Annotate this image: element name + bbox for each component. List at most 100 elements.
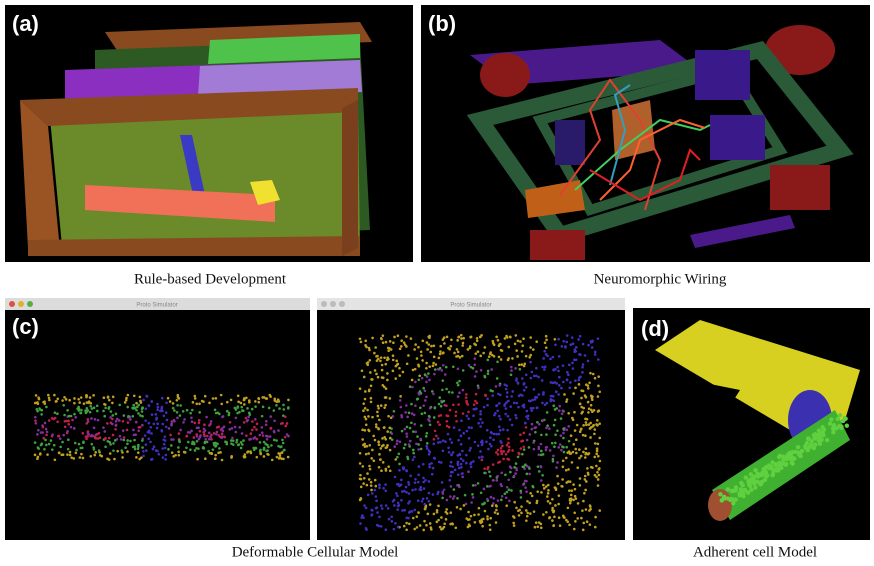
cell <box>473 363 476 366</box>
cell <box>488 355 491 358</box>
cell <box>457 439 460 442</box>
cell <box>453 426 456 429</box>
cell <box>430 345 433 348</box>
cell <box>402 468 405 471</box>
cell <box>408 523 411 526</box>
cell <box>160 408 163 411</box>
cell <box>471 493 474 496</box>
cell <box>91 435 94 438</box>
cell <box>189 431 192 434</box>
cell <box>172 402 175 405</box>
cell <box>420 486 423 489</box>
cell <box>204 429 207 432</box>
cell <box>251 429 254 432</box>
cell <box>165 454 168 457</box>
cell <box>552 454 555 457</box>
cell <box>439 414 442 417</box>
cell <box>366 363 369 366</box>
cell <box>549 358 552 361</box>
cell <box>378 419 381 422</box>
cell <box>446 336 449 339</box>
cell <box>439 526 442 529</box>
cell <box>511 390 514 393</box>
cell <box>554 504 557 507</box>
cell <box>148 404 151 407</box>
cell <box>170 438 173 441</box>
cell <box>421 340 424 343</box>
cell <box>460 419 463 422</box>
cell <box>566 371 569 374</box>
cell <box>85 412 88 415</box>
cell <box>378 483 381 486</box>
cell <box>580 428 583 431</box>
cell <box>54 411 57 414</box>
cell <box>198 403 201 406</box>
cell <box>469 447 472 450</box>
cell <box>582 363 585 366</box>
cell <box>182 421 185 424</box>
cell <box>392 359 395 362</box>
cell <box>68 399 71 402</box>
cell <box>378 516 381 519</box>
cell <box>562 428 565 431</box>
figure: (a) Rule-based Development (b) Neuromorp… <box>0 0 874 566</box>
cell <box>520 505 523 508</box>
cell <box>495 385 498 388</box>
cell <box>457 384 460 387</box>
cell <box>511 357 514 360</box>
cell <box>34 416 37 419</box>
cell <box>504 473 507 476</box>
cell <box>276 456 279 459</box>
figure-canvas: (a) Rule-based Development (b) Neuromorp… <box>0 0 874 566</box>
cell <box>404 443 407 446</box>
cell <box>409 440 412 443</box>
cell <box>406 362 409 365</box>
cell <box>533 448 536 451</box>
cell <box>441 491 444 494</box>
cell <box>280 422 283 425</box>
cell <box>194 397 197 400</box>
cell <box>442 450 445 453</box>
cell <box>171 420 174 423</box>
cell <box>408 492 411 495</box>
cell <box>224 440 227 443</box>
cell <box>65 398 68 401</box>
cell <box>429 407 432 410</box>
cell <box>141 407 144 410</box>
cell <box>749 488 753 492</box>
cell <box>414 381 417 384</box>
caption: Neuromorphic Wiring <box>594 271 727 287</box>
cell <box>472 496 475 499</box>
cell <box>592 373 595 376</box>
cell <box>160 429 163 432</box>
cell <box>178 454 181 457</box>
cell <box>112 449 115 452</box>
cell <box>462 337 465 340</box>
cell <box>593 456 596 459</box>
cell <box>507 415 510 418</box>
cell <box>399 440 402 443</box>
cell <box>203 433 206 436</box>
cell <box>273 419 276 422</box>
cell <box>514 414 517 417</box>
cell <box>386 444 389 447</box>
cell <box>429 503 432 506</box>
cell <box>490 496 493 499</box>
cell <box>495 479 498 482</box>
cell <box>582 529 585 532</box>
cell <box>461 450 464 453</box>
cell <box>486 518 489 521</box>
cell <box>500 358 503 361</box>
cell <box>457 461 460 464</box>
cell <box>584 456 587 459</box>
cell <box>45 406 48 409</box>
cell <box>394 476 397 479</box>
cell <box>142 455 145 458</box>
cell <box>481 421 484 424</box>
cell <box>111 402 114 405</box>
cell <box>83 402 86 405</box>
cell <box>554 442 557 445</box>
cell <box>428 453 431 456</box>
cell <box>598 390 601 393</box>
cell <box>382 461 385 464</box>
